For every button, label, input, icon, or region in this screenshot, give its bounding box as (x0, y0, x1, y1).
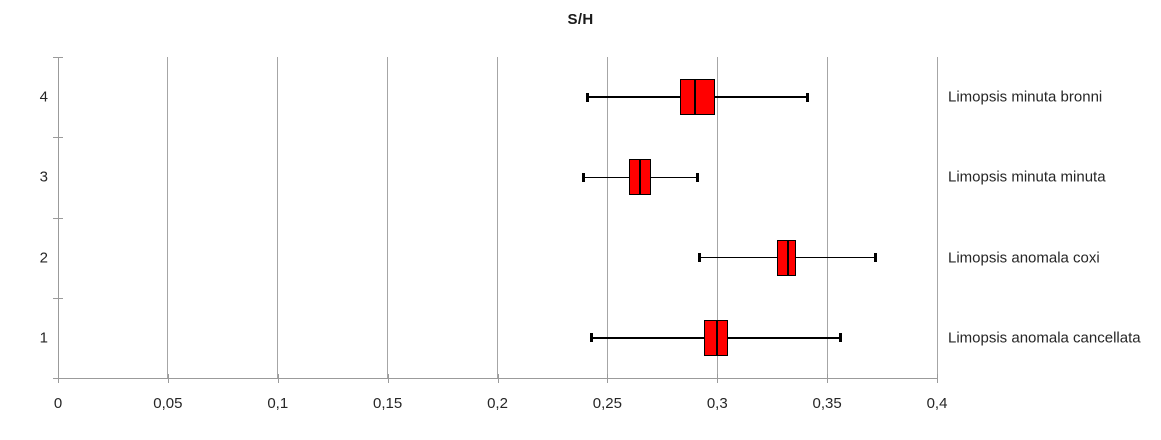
x-tick-label: 0,1 (267, 395, 289, 412)
y-tick-label: 1 (39, 329, 48, 347)
series-label: Limopsis minuta minuta (948, 168, 1106, 186)
y-tick-label: 3 (39, 168, 48, 186)
x-tick-label: 0,15 (373, 395, 403, 412)
whisker-cap-max (695, 172, 699, 182)
whisker-cap-max (873, 253, 877, 263)
y-axis-tick (53, 297, 63, 299)
vertical-gridline (497, 57, 498, 378)
x-axis-tick (607, 374, 609, 383)
median-line (786, 239, 789, 276)
y-axis-tick (53, 217, 63, 219)
y-axis-tick (53, 57, 63, 58)
x-axis-tick (167, 374, 169, 383)
vertical-gridline (167, 57, 169, 378)
vertical-gridline (716, 57, 718, 378)
whisker-cap-min (581, 172, 585, 182)
series-label: Limopsis anomala cancellata (948, 329, 1141, 347)
median-line (639, 159, 642, 196)
x-tick-label: 0,25 (592, 395, 622, 412)
x-tick-label: 0,3 (706, 395, 728, 412)
x-tick-label: 0,4 (926, 395, 948, 412)
vertical-gridline (826, 57, 828, 378)
x-axis-tick (277, 374, 279, 383)
x-tick-label: 0,35 (812, 395, 842, 412)
whisker-cap-max (838, 333, 842, 343)
whisker-cap-max (805, 92, 809, 102)
y-axis-tick (53, 378, 63, 379)
box (776, 239, 797, 276)
vertical-gridline (277, 57, 279, 378)
whisker-cap-min (590, 333, 594, 343)
x-axis-tick (717, 374, 719, 383)
x-tick-label: 0,2 (487, 395, 508, 412)
x-axis-tick (937, 374, 938, 383)
whisker-cap-min (698, 253, 702, 263)
series-label: Limopsis anomala coxi (948, 249, 1100, 267)
x-tick-label: 0 (53, 395, 63, 412)
y-axis-tick (53, 137, 63, 139)
x-axis-tick (827, 374, 829, 383)
y-tick-label: 4 (39, 88, 48, 106)
vertical-gridline (387, 57, 389, 378)
whisker-cap-min (586, 92, 590, 102)
y-axis-line (58, 57, 59, 382)
box (704, 319, 729, 356)
median-line (694, 79, 697, 116)
chart-title: S/H (567, 11, 594, 28)
y-tick-label: 2 (39, 249, 48, 267)
x-axis-tick (387, 374, 389, 383)
series-label: Limopsis minuta bronni (948, 88, 1103, 106)
vertical-gridline (936, 57, 938, 378)
x-tick-label: 0,05 (153, 395, 183, 412)
vertical-gridline (606, 57, 608, 378)
median-line (716, 319, 719, 356)
x-axis-tick (497, 374, 499, 383)
box (679, 79, 716, 116)
